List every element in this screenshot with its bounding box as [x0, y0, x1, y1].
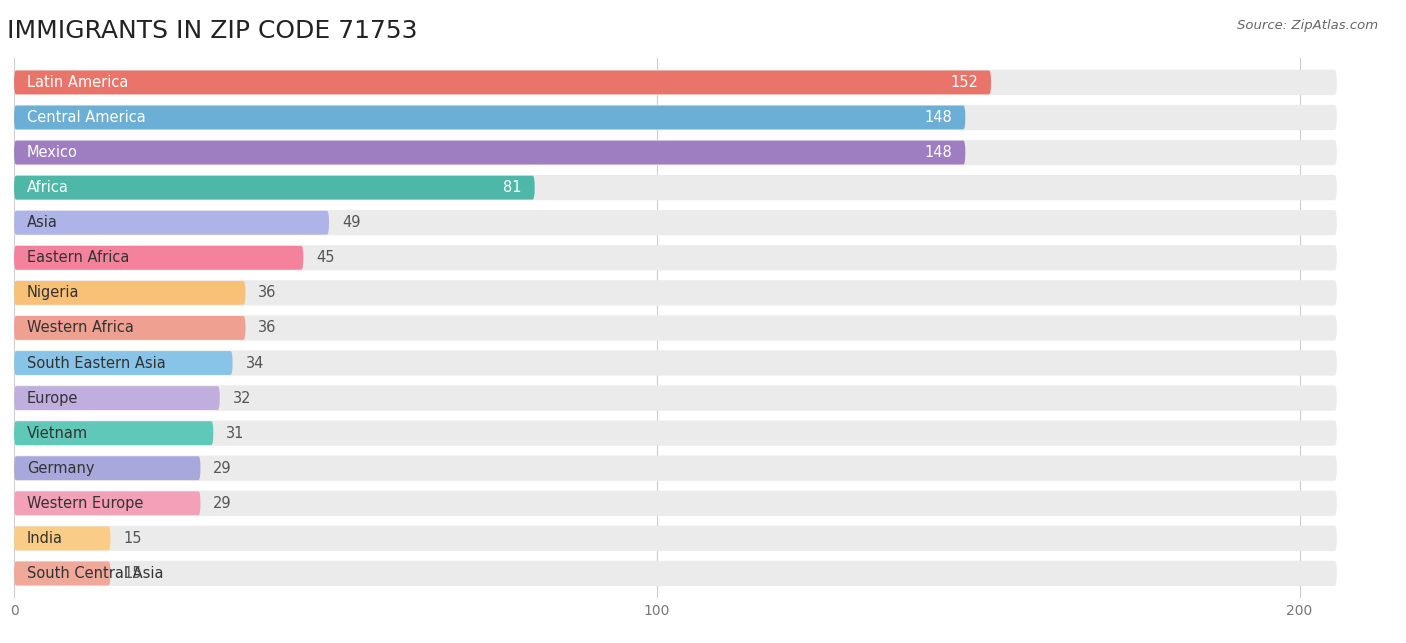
- FancyBboxPatch shape: [14, 105, 966, 129]
- FancyBboxPatch shape: [14, 210, 1337, 235]
- Text: 45: 45: [316, 250, 335, 266]
- FancyBboxPatch shape: [14, 350, 1337, 376]
- Text: South Central Asia: South Central Asia: [27, 566, 163, 581]
- FancyBboxPatch shape: [14, 281, 246, 305]
- Text: 81: 81: [503, 180, 522, 195]
- FancyBboxPatch shape: [14, 175, 1337, 200]
- Text: Asia: Asia: [27, 215, 58, 230]
- Text: Mexico: Mexico: [27, 145, 77, 160]
- Text: South Eastern Asia: South Eastern Asia: [27, 356, 166, 370]
- Text: 15: 15: [124, 566, 142, 581]
- FancyBboxPatch shape: [14, 527, 111, 550]
- Text: 148: 148: [925, 110, 952, 125]
- FancyBboxPatch shape: [14, 140, 1337, 165]
- Text: 31: 31: [226, 426, 245, 440]
- Text: 32: 32: [232, 390, 252, 406]
- FancyBboxPatch shape: [14, 351, 232, 375]
- FancyBboxPatch shape: [14, 456, 1337, 481]
- FancyBboxPatch shape: [14, 491, 1337, 516]
- Text: 15: 15: [124, 531, 142, 546]
- FancyBboxPatch shape: [14, 385, 1337, 411]
- FancyBboxPatch shape: [14, 71, 991, 95]
- Text: Latin America: Latin America: [27, 75, 128, 90]
- Text: Africa: Africa: [27, 180, 69, 195]
- Text: Germany: Germany: [27, 461, 94, 476]
- FancyBboxPatch shape: [14, 457, 201, 480]
- Text: India: India: [27, 531, 63, 546]
- FancyBboxPatch shape: [14, 491, 201, 515]
- Text: Europe: Europe: [27, 390, 79, 406]
- Text: 36: 36: [259, 285, 277, 300]
- FancyBboxPatch shape: [14, 561, 1337, 586]
- Text: Western Africa: Western Africa: [27, 320, 134, 336]
- FancyBboxPatch shape: [14, 526, 1337, 551]
- FancyBboxPatch shape: [14, 246, 304, 269]
- Text: IMMIGRANTS IN ZIP CODE 71753: IMMIGRANTS IN ZIP CODE 71753: [7, 19, 418, 44]
- Text: 36: 36: [259, 320, 277, 336]
- FancyBboxPatch shape: [14, 421, 1337, 446]
- FancyBboxPatch shape: [14, 105, 1337, 130]
- Text: Eastern Africa: Eastern Africa: [27, 250, 129, 266]
- FancyBboxPatch shape: [14, 176, 534, 199]
- FancyBboxPatch shape: [14, 561, 111, 585]
- Text: Nigeria: Nigeria: [27, 285, 79, 300]
- Text: 29: 29: [214, 461, 232, 476]
- FancyBboxPatch shape: [14, 245, 1337, 271]
- FancyBboxPatch shape: [14, 315, 1337, 341]
- Text: Vietnam: Vietnam: [27, 426, 89, 440]
- FancyBboxPatch shape: [14, 70, 1337, 95]
- FancyBboxPatch shape: [14, 280, 1337, 305]
- Text: Source: ZipAtlas.com: Source: ZipAtlas.com: [1237, 19, 1378, 32]
- FancyBboxPatch shape: [14, 141, 966, 165]
- Text: 34: 34: [246, 356, 264, 370]
- Text: 152: 152: [950, 75, 979, 90]
- Text: 148: 148: [925, 145, 952, 160]
- FancyBboxPatch shape: [14, 386, 219, 410]
- FancyBboxPatch shape: [14, 421, 214, 445]
- Text: Western Europe: Western Europe: [27, 496, 143, 511]
- Text: 29: 29: [214, 496, 232, 511]
- FancyBboxPatch shape: [14, 316, 246, 340]
- Text: 49: 49: [342, 215, 360, 230]
- FancyBboxPatch shape: [14, 211, 329, 235]
- Text: Central America: Central America: [27, 110, 146, 125]
